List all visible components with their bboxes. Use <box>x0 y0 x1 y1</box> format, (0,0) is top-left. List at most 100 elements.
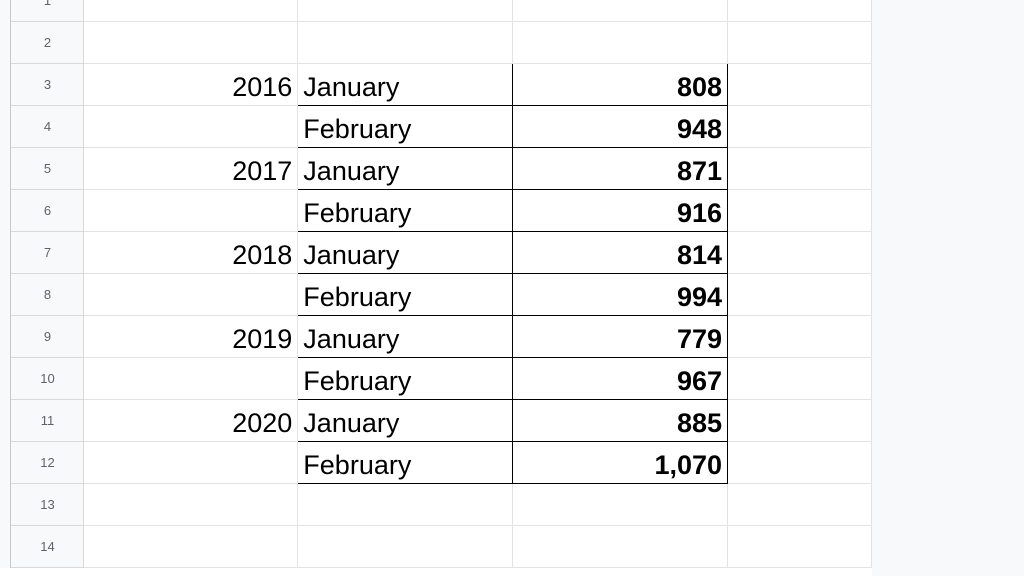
empty-cell[interactable] <box>727 231 872 274</box>
value-cell[interactable] <box>512 21 729 64</box>
month-cell[interactable]: January <box>297 147 514 190</box>
month-cell[interactable]: January <box>297 63 514 106</box>
month-cell[interactable]: February <box>297 273 514 316</box>
value-cell[interactable]: 871 <box>512 147 729 190</box>
year-cell[interactable]: 2020 <box>83 399 299 442</box>
row-number[interactable]: 12 <box>10 441 85 484</box>
year-cell[interactable]: 2019 <box>83 315 299 358</box>
year-cell[interactable]: 2018 <box>83 231 299 274</box>
empty-cell[interactable] <box>727 357 872 400</box>
row-number[interactable]: 6 <box>10 189 85 232</box>
row-number[interactable]: 11 <box>10 399 85 442</box>
value-cell[interactable] <box>512 525 729 568</box>
row-header-gutter <box>0 0 12 22</box>
row-header-gutter <box>0 273 12 316</box>
value-cell[interactable] <box>512 483 729 526</box>
month-cell[interactable] <box>297 483 514 526</box>
empty-cell[interactable] <box>727 315 872 358</box>
empty-cell[interactable] <box>727 0 872 22</box>
row-number[interactable]: 9 <box>10 315 85 358</box>
year-cell[interactable] <box>83 441 299 484</box>
row-header-gutter <box>0 189 12 232</box>
table-row: 9 2019 January 779 <box>0 315 872 358</box>
row-number[interactable]: 1 <box>10 0 85 22</box>
row-header-gutter <box>0 147 12 190</box>
row-header-gutter <box>0 231 12 274</box>
year-cell[interactable] <box>83 357 299 400</box>
month-cell[interactable]: February <box>297 357 514 400</box>
empty-cell[interactable] <box>727 105 872 148</box>
value-cell[interactable]: 808 <box>512 63 729 106</box>
row-number[interactable]: 7 <box>10 231 85 274</box>
value-cell[interactable]: 814 <box>512 231 729 274</box>
row-number[interactable]: 10 <box>10 357 85 400</box>
value-cell[interactable]: 916 <box>512 189 729 232</box>
month-cell[interactable]: February <box>297 441 514 484</box>
table-row: 6 February 916 <box>0 189 872 232</box>
table-row: 8 February 994 <box>0 273 872 316</box>
table-row: 3 2016 January 808 <box>0 63 872 106</box>
row-header-gutter <box>0 399 12 442</box>
month-cell[interactable] <box>297 525 514 568</box>
year-cell[interactable] <box>83 189 299 232</box>
value-cell[interactable]: 885 <box>512 399 729 442</box>
row-number[interactable]: 14 <box>10 525 85 568</box>
row-number[interactable]: 2 <box>10 21 85 64</box>
table-row: 14 <box>0 525 872 568</box>
row-header-gutter <box>0 105 12 148</box>
table-row: 1 <box>0 0 872 22</box>
year-cell[interactable] <box>83 0 299 22</box>
row-number[interactable]: 13 <box>10 483 85 526</box>
month-cell[interactable]: January <box>297 315 514 358</box>
month-cell[interactable]: January <box>297 231 514 274</box>
row-number[interactable]: 3 <box>10 63 85 106</box>
value-cell[interactable]: 948 <box>512 105 729 148</box>
value-cell[interactable] <box>512 0 729 22</box>
row-number[interactable]: 4 <box>10 105 85 148</box>
month-cell[interactable]: February <box>297 105 514 148</box>
empty-cell[interactable] <box>727 21 872 64</box>
year-cell[interactable]: 2016 <box>83 63 299 106</box>
row-number[interactable]: 8 <box>10 273 85 316</box>
row-header-gutter <box>0 357 12 400</box>
year-cell[interactable] <box>83 105 299 148</box>
table-row: 11 2020 January 885 <box>0 399 872 442</box>
row-header-gutter <box>0 525 12 568</box>
value-cell[interactable]: 967 <box>512 357 729 400</box>
table-row: 7 2018 January 814 <box>0 231 872 274</box>
empty-cell[interactable] <box>727 441 872 484</box>
row-header-gutter <box>0 63 12 106</box>
spreadsheet-grid: 1 2 3 2016 January 808 4 February 948 5 2017 Januar… <box>0 0 872 568</box>
value-cell[interactable]: 994 <box>512 273 729 316</box>
row-header-gutter <box>0 21 12 64</box>
month-cell[interactable] <box>297 21 514 64</box>
value-cell[interactable]: 779 <box>512 315 729 358</box>
empty-cell[interactable] <box>727 147 872 190</box>
table-row: 2 <box>0 21 872 64</box>
table-row: 4 February 948 <box>0 105 872 148</box>
row-header-gutter <box>0 483 12 526</box>
month-cell[interactable]: February <box>297 189 514 232</box>
table-row: 13 <box>0 483 872 526</box>
year-cell[interactable] <box>83 273 299 316</box>
empty-cell[interactable] <box>727 483 872 526</box>
month-cell[interactable]: January <box>297 399 514 442</box>
empty-cell[interactable] <box>727 399 872 442</box>
table-row: 10 February 967 <box>0 357 872 400</box>
empty-cell[interactable] <box>727 189 872 232</box>
month-cell[interactable] <box>297 0 514 22</box>
row-header-gutter <box>0 441 12 484</box>
year-cell[interactable] <box>83 525 299 568</box>
year-cell[interactable]: 2017 <box>83 147 299 190</box>
year-cell[interactable] <box>83 483 299 526</box>
empty-cell[interactable] <box>727 273 872 316</box>
table-row: 12 February 1,070 <box>0 441 872 484</box>
sheet-table: 1 2 3 2016 January 808 4 February 948 5 2017 Januar… <box>0 0 872 568</box>
empty-cell[interactable] <box>727 63 872 106</box>
row-number[interactable]: 5 <box>10 147 85 190</box>
empty-cell[interactable] <box>727 525 872 568</box>
value-cell[interactable]: 1,070 <box>512 441 729 484</box>
table-row: 5 2017 January 871 <box>0 147 872 190</box>
year-cell[interactable] <box>83 21 299 64</box>
empty-area <box>872 0 1024 576</box>
